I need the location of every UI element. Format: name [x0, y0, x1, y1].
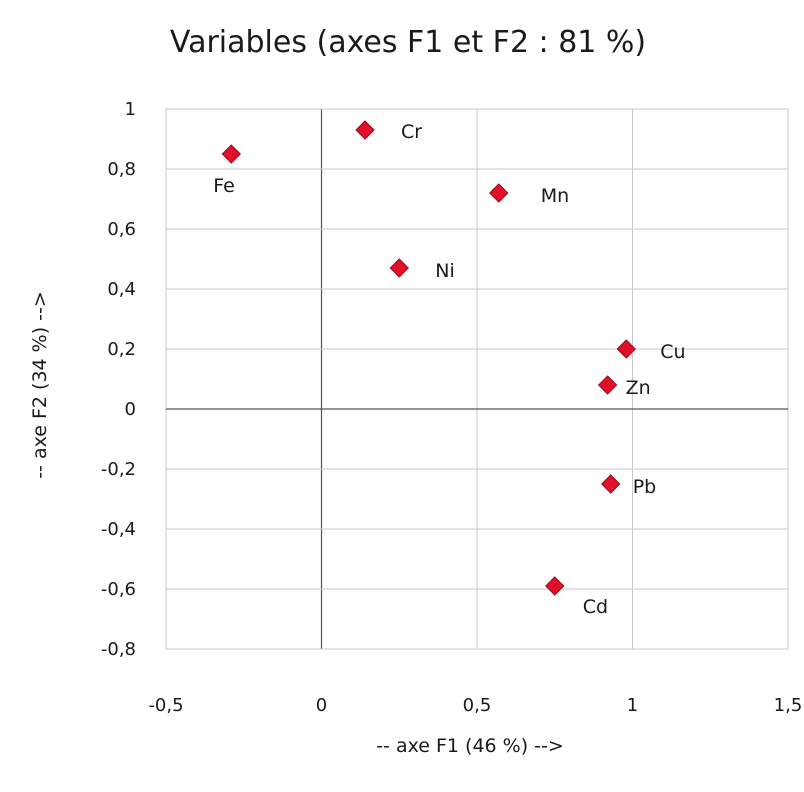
- data-point-label: Zn: [626, 377, 651, 399]
- grid-layer: [165, 108, 789, 650]
- data-point-label: Cr: [401, 121, 422, 143]
- data-point-label: Pb: [633, 476, 657, 498]
- x-tick-label: 0: [316, 695, 327, 716]
- y-tick-label: 0,8: [107, 159, 136, 180]
- y-tick-label: 0,4: [107, 279, 136, 300]
- x-tick-label: 0,5: [463, 695, 492, 716]
- y-tick-label: 0: [125, 399, 136, 420]
- x-tick-label: -0,5: [148, 695, 183, 716]
- data-point-marker: [597, 375, 618, 395]
- tick-labels: -0,5 0 0,5 1 1,5 -0,8 -0,6 -0,4 -0,2 0 0,2 0,4 0,6 0,…: [101, 99, 802, 716]
- y-tick-label: 0,2: [107, 339, 136, 360]
- y-tick-label: 0,6: [107, 219, 136, 240]
- y-tick-label: -0,2: [101, 459, 136, 480]
- data-point-marker: [489, 183, 509, 203]
- x-axis-title: -- axe F1 (46 %) -->: [376, 735, 564, 757]
- data-point-marker: [221, 144, 242, 164]
- y-tick-label: 1: [125, 99, 136, 120]
- y-axis-title: -- axe F2 (34 %) -->: [29, 291, 51, 479]
- data-point-label: Cd: [583, 596, 608, 618]
- y-tick-label: -0,8: [101, 639, 136, 660]
- data-point-label: Fe: [213, 175, 235, 197]
- data-point-label: Ni: [435, 260, 455, 282]
- data-point-label: Cu: [660, 341, 685, 363]
- data-points: Fe Cr Mn Ni Cu Zn Pb Cd: [213, 120, 686, 618]
- data-point-marker: [601, 474, 621, 494]
- data-point-marker: [389, 258, 409, 278]
- data-point-marker: [616, 339, 636, 359]
- data-point-label: Mn: [541, 185, 569, 207]
- data-point-marker: [545, 576, 565, 596]
- y-tick-label: -0,6: [101, 579, 136, 600]
- x-tick-label: 1: [627, 695, 638, 716]
- chart-title: Variables (axes F1 et F2 : 81 %): [170, 25, 646, 60]
- y-tick-label: -0,4: [101, 519, 136, 540]
- x-tick-label: 1,5: [774, 695, 803, 716]
- data-point-marker: [355, 120, 375, 140]
